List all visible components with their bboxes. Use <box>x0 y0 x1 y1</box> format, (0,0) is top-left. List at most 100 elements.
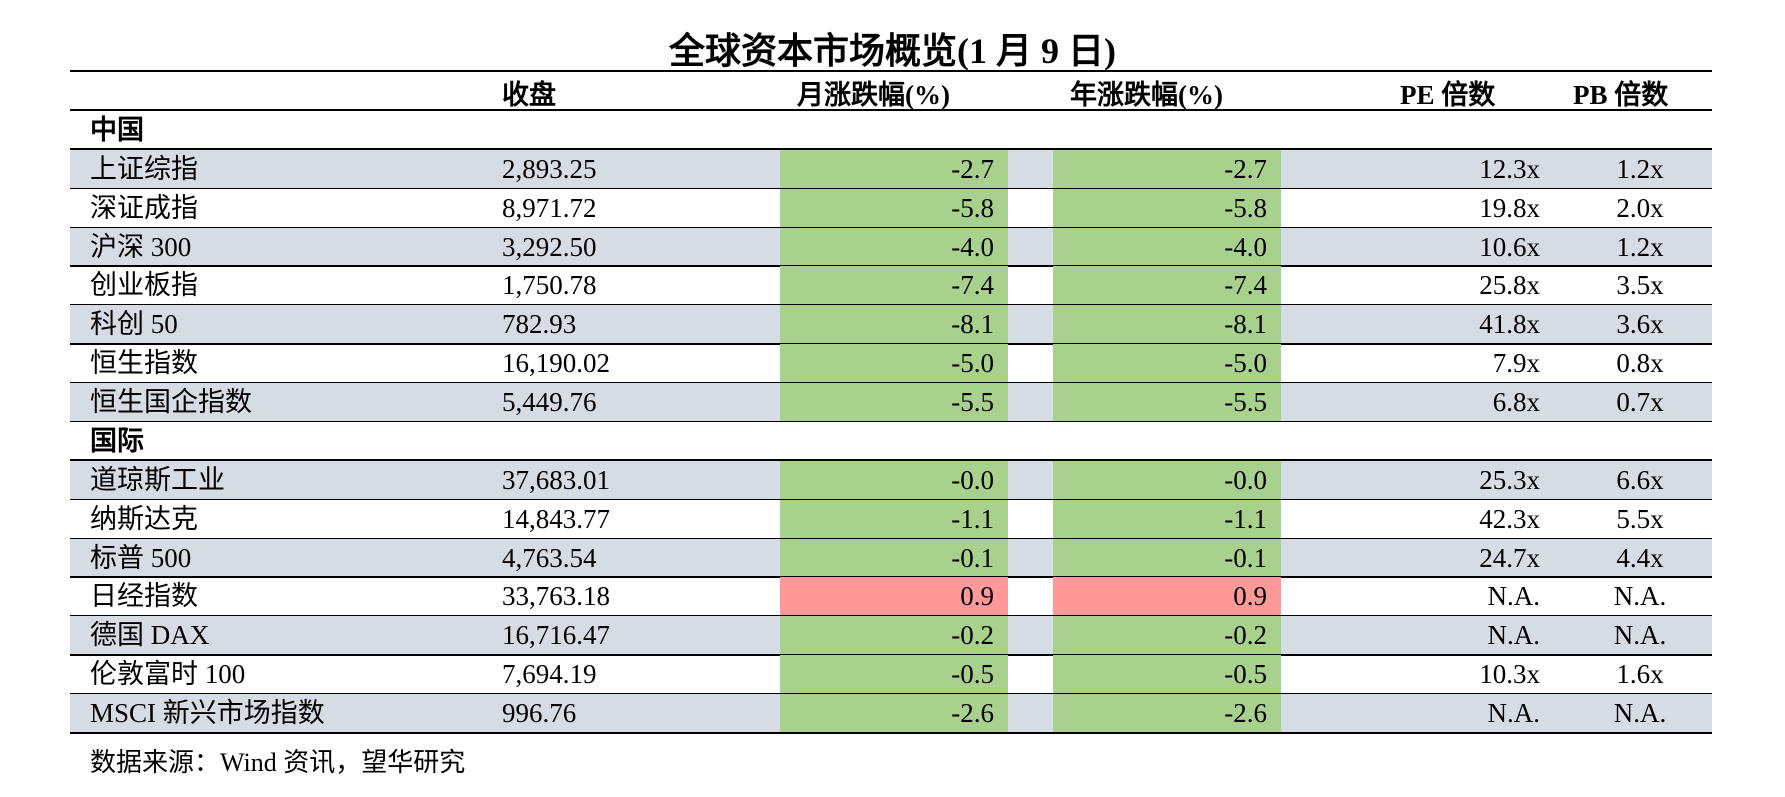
pb-value: 5.5x <box>1616 503 1664 534</box>
close-value: 14,843.77 <box>502 503 610 534</box>
row-rule <box>70 187 1712 190</box>
row-rule <box>70 420 1712 423</box>
table-row: 恒生指数 16,190.02 -5.0 -5.0 7.9x 0.8x <box>70 344 1712 382</box>
pe-value: 19.8x <box>1479 192 1540 223</box>
pe-value: 6.8x <box>1492 386 1540 417</box>
year-change-value: -0.5 <box>1053 655 1281 693</box>
pe-value: N.A. <box>1487 697 1541 728</box>
year-change-value: -4.0 <box>1053 227 1281 266</box>
row-rule <box>70 537 1712 540</box>
index-name: 恒生国企指数 <box>90 386 252 417</box>
table-row: 纳斯达克 14,843.77 -1.1 -1.1 42.3x 5.5x <box>70 499 1712 538</box>
month-change-value: -5.5 <box>780 382 1008 421</box>
month-change-value: 0.9 <box>780 577 1008 616</box>
pe-value: 7.9x <box>1492 348 1540 378</box>
year-change-value: -5.0 <box>1053 344 1281 382</box>
top-rule <box>70 70 1712 72</box>
pe-value: 42.3x <box>1479 503 1540 534</box>
table-row: 科创 50 782.93 -8.1 -8.1 41.8x 3.6x <box>70 305 1712 344</box>
index-name: 道琼斯工业 <box>90 465 225 495</box>
table-row: 德国 DAX 16,716.47 -0.2 -0.2 N.A. N.A. <box>70 616 1712 655</box>
month-change-value: -2.7 <box>780 150 1008 188</box>
row-rule <box>70 576 1712 578</box>
table-row: 沪深 300 3,292.50 -4.0 -4.0 10.6x 1.2x <box>70 227 1712 266</box>
year-change-value: -1.1 <box>1053 499 1281 538</box>
pe-value: 10.3x <box>1479 659 1540 689</box>
month-change-value: -5.8 <box>780 188 1008 227</box>
close-value: 33,763.18 <box>502 581 610 612</box>
year-change-value: -5.5 <box>1053 382 1281 421</box>
close-value: 16,716.47 <box>502 620 610 651</box>
index-name: 上证综指 <box>90 154 198 184</box>
pb-value: 1.2x <box>1616 154 1664 184</box>
index-name: 标普 500 <box>90 542 192 573</box>
year-change-value: -7.4 <box>1053 266 1281 305</box>
row-rule <box>70 381 1712 384</box>
year-change-value: -2.6 <box>1053 693 1281 732</box>
close-value: 37,683.01 <box>502 465 610 495</box>
table-row: 上证综指 2,893.25 -2.7 -2.7 12.3x 1.2x <box>70 150 1712 188</box>
pb-value: 0.7x <box>1616 386 1664 417</box>
pb-value: N.A. <box>1613 697 1667 728</box>
index-name: MSCI 新兴市场指数 <box>90 697 325 728</box>
pb-value: 2.0x <box>1616 192 1664 223</box>
close-value: 3,292.50 <box>502 231 597 262</box>
close-value: 7,694.19 <box>502 659 597 689</box>
header-rule <box>70 109 1712 111</box>
pb-value: 3.6x <box>1616 309 1664 340</box>
index-name: 德国 DAX <box>90 620 210 651</box>
section-china: 中国 <box>90 115 144 145</box>
pe-value: 10.6x <box>1479 231 1540 262</box>
month-change-value: -1.1 <box>780 499 1008 538</box>
row-rule <box>70 731 1712 734</box>
year-change-value: -0.2 <box>1053 616 1281 655</box>
row-rule <box>70 265 1712 267</box>
row-rule <box>70 615 1712 617</box>
index-name: 创业板指 <box>90 270 198 301</box>
row-rule <box>70 498 1712 501</box>
table-row: 深证成指 8,971.72 -5.8 -5.8 19.8x 2.0x <box>70 188 1712 227</box>
index-name: 深证成指 <box>90 192 198 223</box>
pb-value: 1.2x <box>1616 231 1664 262</box>
month-change-value: -8.1 <box>780 305 1008 344</box>
month-change-value: -2.6 <box>780 693 1008 732</box>
header-pe: PE 倍数 <box>1400 80 1496 110</box>
close-value: 996.76 <box>502 697 577 728</box>
close-value: 782.93 <box>502 309 577 340</box>
pe-value: 24.7x <box>1479 542 1540 573</box>
table-row: 道琼斯工业 37,683.01 -0.0 -0.0 25.3x 6.6x <box>70 461 1712 499</box>
table-row: 标普 500 4,763.54 -0.1 -0.1 24.7x 4.4x <box>70 538 1712 577</box>
month-change-value: -0.2 <box>780 616 1008 655</box>
index-name: 恒生指数 <box>90 348 198 378</box>
index-name: 科创 50 <box>90 309 178 340</box>
year-change-value: -8.1 <box>1053 305 1281 344</box>
year-change-value: -2.7 <box>1053 150 1281 188</box>
header-month-change: 月涨跌幅(%) <box>797 80 950 110</box>
pb-value: 4.4x <box>1616 542 1664 573</box>
close-value: 4,763.54 <box>502 542 597 573</box>
header-close: 收盘 <box>502 80 556 110</box>
index-name: 日经指数 <box>90 581 198 612</box>
close-value: 2,893.25 <box>502 154 597 184</box>
table-row: MSCI 新兴市场指数 996.76 -2.6 -2.6 N.A. N.A. <box>70 693 1712 732</box>
close-value: 1,750.78 <box>502 270 597 301</box>
row-rule <box>70 692 1712 695</box>
index-name: 伦敦富时 100 <box>90 659 246 689</box>
pb-value: 1.6x <box>1616 659 1664 689</box>
index-name: 沪深 300 <box>90 231 192 262</box>
year-change-value: -0.0 <box>1053 461 1281 499</box>
pb-value: N.A. <box>1613 620 1667 651</box>
row-rule <box>70 459 1712 461</box>
month-change-value: -7.4 <box>780 266 1008 305</box>
pe-value: 25.3x <box>1479 465 1540 495</box>
month-change-value: -5.0 <box>780 344 1008 382</box>
pe-value: 12.3x <box>1479 154 1540 184</box>
close-value: 8,971.72 <box>502 192 597 223</box>
header-year-change: 年涨跌幅(%) <box>1070 80 1223 110</box>
close-value: 5,449.76 <box>502 386 597 417</box>
header-pb: PB 倍数 <box>1573 80 1669 110</box>
pb-value: 3.5x <box>1616 270 1664 301</box>
pb-value: 0.8x <box>1616 348 1664 378</box>
table-row: 伦敦富时 100 7,694.19 -0.5 -0.5 10.3x 1.6x <box>70 655 1712 693</box>
pe-value: N.A. <box>1487 620 1541 651</box>
